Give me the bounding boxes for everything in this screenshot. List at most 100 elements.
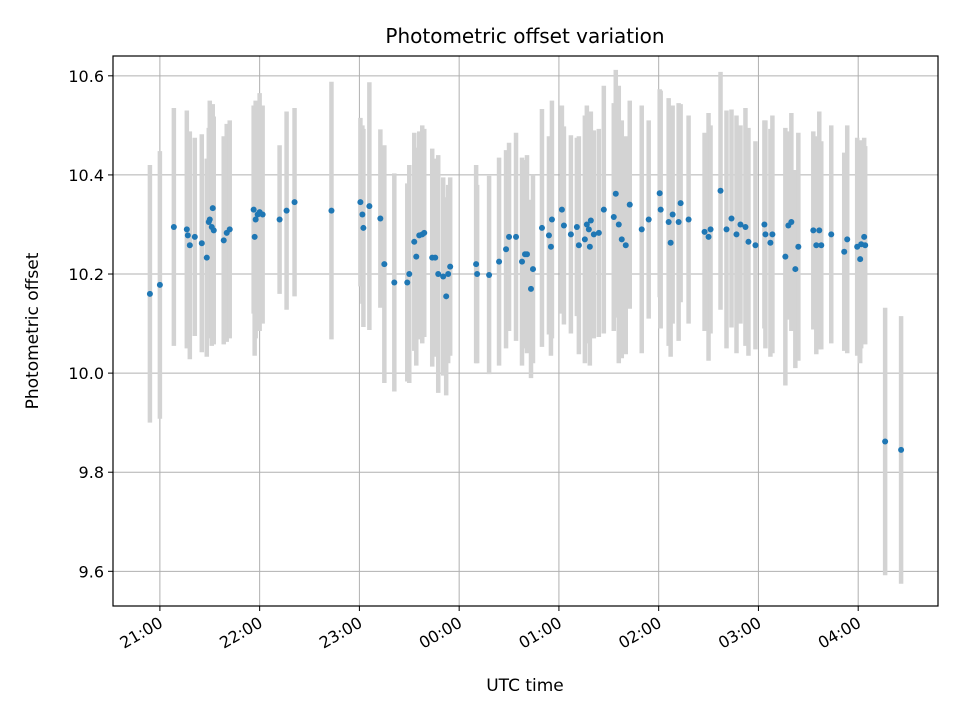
data-point <box>198 240 205 247</box>
data-point <box>156 281 163 288</box>
data-point <box>547 243 554 250</box>
data-point <box>291 199 298 206</box>
data-point <box>844 236 851 243</box>
data-point <box>473 261 480 268</box>
data-point <box>585 226 592 233</box>
data-point <box>600 206 607 213</box>
x-axis-label: UTC time <box>486 676 564 696</box>
data-point <box>782 253 789 260</box>
data-point <box>357 199 364 206</box>
data-point <box>226 226 233 233</box>
data-point <box>513 233 520 240</box>
data-point <box>669 211 676 218</box>
data-point <box>792 266 799 273</box>
data-point <box>701 228 708 235</box>
data-point <box>191 233 198 240</box>
data-point <box>615 221 622 228</box>
data-points <box>146 187 905 453</box>
data-point <box>529 266 536 273</box>
data-point <box>404 279 411 286</box>
data-point <box>391 279 398 286</box>
data-point <box>575 242 582 249</box>
data-point <box>474 271 481 278</box>
data-point <box>558 206 565 213</box>
data-point <box>486 272 493 279</box>
data-point <box>250 206 257 213</box>
chart-title: Photometric offset variation <box>385 24 664 48</box>
y-tick-label: 10.4 <box>68 166 104 185</box>
data-point <box>737 221 744 228</box>
data-point <box>742 223 749 230</box>
data-point <box>377 215 384 222</box>
data-point <box>445 271 452 278</box>
data-point <box>745 238 752 245</box>
data-point <box>538 224 545 231</box>
data-point <box>752 242 759 249</box>
data-point <box>612 190 619 197</box>
data-point <box>590 231 597 238</box>
y-tick-label: 10.0 <box>68 364 104 383</box>
data-point <box>548 216 555 223</box>
data-point <box>435 271 442 278</box>
data-point <box>581 236 588 243</box>
y-axis-label: Photometric offset <box>23 252 43 409</box>
data-point <box>656 190 663 197</box>
data-point <box>411 238 418 245</box>
data-point <box>186 242 193 249</box>
data-point <box>675 218 682 225</box>
data-point <box>818 242 825 249</box>
data-point <box>203 254 210 261</box>
data-point <box>545 232 552 239</box>
data-point <box>447 263 454 270</box>
data-point <box>252 216 259 223</box>
data-point <box>767 239 774 246</box>
data-point <box>443 293 450 300</box>
data-point <box>206 216 213 223</box>
data-point <box>857 256 864 263</box>
data-point <box>259 211 266 218</box>
data-point <box>328 207 335 214</box>
data-point <box>567 231 574 238</box>
data-point <box>657 206 664 213</box>
y-tick-label: 10.2 <box>68 265 104 284</box>
data-point <box>432 254 439 261</box>
data-point <box>210 227 217 234</box>
data-point <box>413 253 420 260</box>
data-point <box>816 227 823 234</box>
y-tick-label: 10.6 <box>68 67 104 86</box>
data-point <box>898 446 905 453</box>
data-point <box>707 226 714 233</box>
data-point <box>519 258 526 265</box>
data-point <box>406 271 413 278</box>
data-point <box>366 203 373 210</box>
data-point <box>496 258 503 265</box>
data-point <box>527 285 534 292</box>
data-point <box>665 218 672 225</box>
data-point <box>882 438 889 445</box>
data-point <box>861 233 868 240</box>
data-point <box>795 243 802 250</box>
plot-frame <box>112 55 939 607</box>
data-point <box>251 233 258 240</box>
data-point <box>761 221 768 228</box>
data-point <box>828 231 835 238</box>
data-point <box>506 233 513 240</box>
data-point <box>560 222 567 229</box>
data-point <box>622 242 629 249</box>
data-point <box>733 231 740 238</box>
data-point <box>677 200 684 207</box>
data-point <box>573 223 580 230</box>
data-point <box>183 226 190 233</box>
data-point <box>381 261 388 268</box>
data-point <box>583 221 590 228</box>
data-point <box>146 290 153 297</box>
data-point <box>788 218 795 225</box>
data-point <box>862 242 869 249</box>
data-point <box>723 226 730 233</box>
data-point <box>813 242 820 249</box>
data-point <box>283 207 290 214</box>
data-point <box>810 227 817 234</box>
data-point <box>762 231 769 238</box>
data-point <box>645 216 652 223</box>
